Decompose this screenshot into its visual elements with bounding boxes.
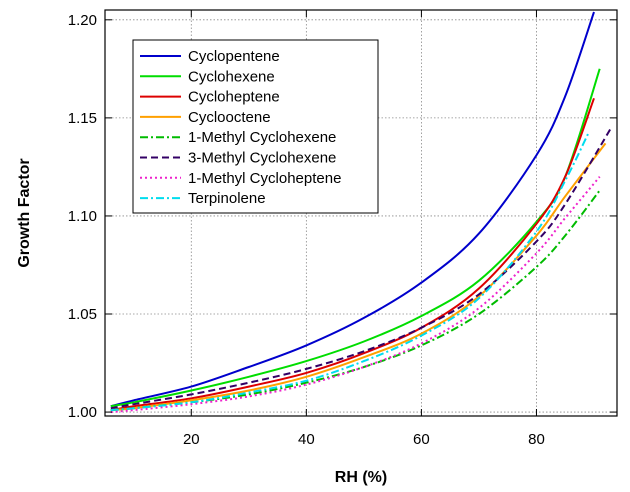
x-tick-label: 60 (413, 431, 430, 448)
plot-frame (104, 9, 618, 417)
series-line-6 (110, 127, 613, 410)
legend-box (132, 39, 379, 214)
series-line-1 (110, 11, 595, 408)
legend-label-3: Cycloheptene (188, 89, 280, 106)
legend: Cyclopentene Cyclohexene Cycloheptene Cyclo… (132, 39, 379, 214)
x-tick-label: 80 (528, 431, 545, 448)
x-axis-title: RH (%) (335, 469, 387, 486)
x-axis: 20 40 60 80 (183, 10, 545, 448)
series-line-3 (110, 97, 595, 412)
y-tick-label: 1.15 (68, 110, 97, 127)
y-tick-label: 1.10 (68, 208, 97, 225)
legend-label-7: 1-Methyl Cycloheptene (188, 170, 341, 187)
y-tick-label: 1.05 (68, 306, 97, 323)
y-axis: 1.00 1.05 1.10 1.15 1.20 (68, 12, 617, 421)
series-lines (110, 11, 613, 414)
legend-label-5: 1-Methyl Cyclohexene (188, 129, 336, 146)
legend-label-4: Cyclooctene (188, 109, 271, 126)
series-line-7 (110, 176, 601, 414)
y-tick-label: 1.00 (68, 404, 97, 421)
legend-label-1: Cyclopentene (188, 48, 280, 65)
series-line-8 (110, 133, 590, 412)
y-axis-title: Growth Factor (16, 158, 33, 267)
x-tick-label: 40 (298, 431, 315, 448)
legend-label-6: 3-Methyl Cyclohexene (188, 150, 336, 167)
legend-label-2: Cyclohexene (188, 68, 275, 85)
y-tick-label: 1.20 (68, 12, 97, 29)
series-line-4 (110, 142, 607, 412)
legend-label-8: Terpinolene (188, 190, 266, 207)
x-tick-label: 20 (183, 431, 200, 448)
